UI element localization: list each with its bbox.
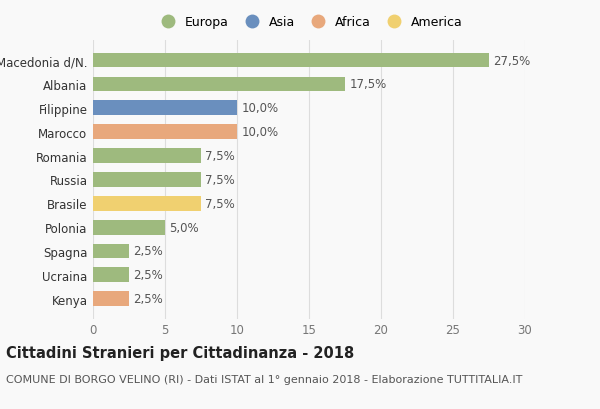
- Bar: [93, 149, 201, 164]
- Legend: Europa, Asia, Africa, America: Europa, Asia, Africa, America: [155, 16, 463, 29]
- Text: 7,5%: 7,5%: [205, 197, 235, 210]
- Text: 7,5%: 7,5%: [205, 173, 235, 187]
- Text: 2,5%: 2,5%: [133, 292, 163, 306]
- Bar: [93, 220, 165, 235]
- Bar: [93, 125, 237, 140]
- Text: 5,0%: 5,0%: [169, 221, 199, 234]
- Bar: [93, 196, 201, 211]
- Text: 17,5%: 17,5%: [349, 78, 386, 91]
- Bar: [93, 101, 237, 116]
- Bar: [93, 77, 345, 92]
- Bar: [93, 292, 129, 306]
- Bar: [93, 173, 201, 187]
- Bar: [93, 268, 129, 283]
- Text: 2,5%: 2,5%: [133, 245, 163, 258]
- Text: COMUNE DI BORGO VELINO (RI) - Dati ISTAT al 1° gennaio 2018 - Elaborazione TUTTI: COMUNE DI BORGO VELINO (RI) - Dati ISTAT…: [6, 374, 523, 384]
- Bar: [93, 54, 489, 68]
- Text: Cittadini Stranieri per Cittadinanza - 2018: Cittadini Stranieri per Cittadinanza - 2…: [6, 346, 354, 361]
- Text: 10,0%: 10,0%: [241, 102, 278, 115]
- Text: 7,5%: 7,5%: [205, 150, 235, 163]
- Text: 10,0%: 10,0%: [241, 126, 278, 139]
- Text: 27,5%: 27,5%: [493, 54, 530, 67]
- Bar: [93, 244, 129, 259]
- Text: 2,5%: 2,5%: [133, 269, 163, 282]
